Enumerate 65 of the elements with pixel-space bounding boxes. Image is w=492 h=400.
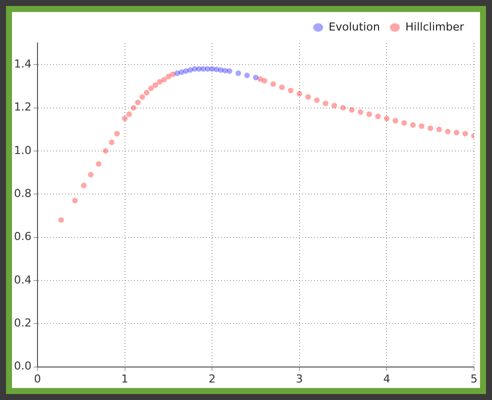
point: [161, 76, 167, 82]
point: [322, 100, 328, 106]
point: [144, 90, 150, 96]
legend-label: Hillclimber: [405, 20, 464, 34]
y-tick-label: 1.0: [14, 144, 32, 157]
point: [384, 116, 390, 122]
point: [170, 72, 176, 78]
point: [348, 107, 355, 113]
legend-label: Evolution: [328, 20, 380, 34]
point: [152, 82, 158, 88]
point: [462, 130, 468, 136]
x-tick-label: 3: [296, 372, 303, 386]
point: [135, 100, 141, 106]
x-tick-label: 1: [121, 372, 128, 386]
y-tick-label: 0.0: [14, 360, 32, 373]
y-tick-label: 1.2: [14, 100, 32, 114]
point: [375, 114, 381, 120]
point: [102, 148, 108, 154]
point: [96, 161, 102, 167]
point: [166, 74, 172, 80]
y-tick-label: 1.4: [14, 57, 32, 70]
x-tick-label: 4: [383, 372, 390, 386]
point: [156, 79, 163, 85]
point: [366, 111, 372, 118]
point: [288, 88, 294, 94]
point: [72, 198, 78, 204]
point: [358, 109, 364, 115]
point: [126, 111, 132, 118]
point: [244, 72, 250, 78]
point: [58, 217, 64, 223]
point: [454, 130, 460, 136]
point: [108, 140, 114, 146]
point: [340, 104, 346, 111]
x-tick-label: 5: [470, 372, 478, 386]
y-tick-label: 0.6: [14, 230, 32, 244]
y-tick-label: 0.4: [14, 273, 32, 286]
point: [80, 182, 87, 188]
point: [148, 86, 154, 92]
point: [296, 90, 302, 97]
point: [235, 70, 242, 76]
point: [332, 102, 338, 108]
point: [418, 123, 424, 129]
point: [305, 94, 311, 100]
point: [226, 68, 232, 74]
point: [174, 70, 180, 76]
y-tick-label: 0.2: [14, 316, 32, 330]
point: [392, 118, 398, 124]
point: [314, 97, 320, 104]
x-tick-label: 0: [34, 372, 41, 386]
y-tick-label: 0.8: [14, 186, 32, 200]
point: [410, 122, 416, 128]
point: [401, 120, 407, 126]
point: [428, 125, 434, 132]
point: [130, 104, 136, 111]
point: [88, 172, 94, 178]
point: [262, 78, 268, 84]
point: [436, 126, 442, 132]
point: [279, 84, 285, 90]
point: [122, 116, 128, 122]
point: [139, 94, 146, 100]
point: [252, 74, 259, 80]
x-tick-label: 2: [208, 372, 216, 386]
point: [445, 128, 451, 134]
point: [114, 130, 120, 136]
point: [270, 81, 276, 87]
